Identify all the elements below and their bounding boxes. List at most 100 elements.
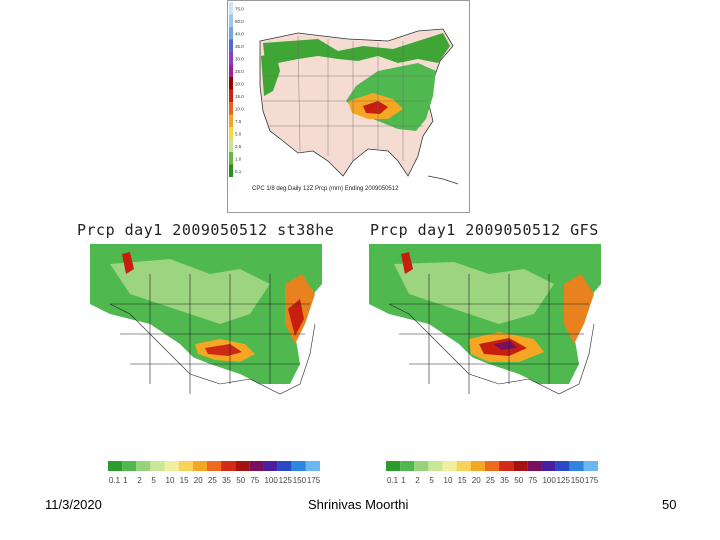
top-map-caption: CPC 1/8 deg Daily 12Z Prcp (mm) Ending 2… xyxy=(252,186,399,192)
legend-label: 1 xyxy=(401,476,406,485)
right-map-outlines xyxy=(388,274,595,395)
top-map-colorbar: 75.0 50.0 40.0 35.0 30.0 25.0 20.0 15.0 10.0 7.5 5… xyxy=(229,2,244,177)
legend-swatch xyxy=(484,461,500,471)
left-map-outlines xyxy=(109,274,316,395)
precip-max-core xyxy=(363,101,388,114)
legend-label: 35 xyxy=(500,476,509,485)
legend-swatch xyxy=(400,461,415,471)
top-colorbar-label: 7.5 xyxy=(235,119,242,124)
left-legend-svg: 0.1 1 2 5 10 15 20 25 35 50 75 100 125 150 175 xyxy=(108,461,321,485)
legend-swatch xyxy=(192,461,207,471)
top-colorbar-label: 1.0 xyxy=(235,156,242,161)
top-colorbar-label: 30.0 xyxy=(235,56,244,61)
legend-swatch xyxy=(150,461,165,471)
legend-swatch xyxy=(178,461,193,471)
legend-swatch xyxy=(164,461,179,471)
legend-swatch xyxy=(428,461,443,471)
legend-swatch xyxy=(386,461,401,471)
top-colorbar-swatch xyxy=(229,2,233,15)
right-forecast-map xyxy=(369,244,601,408)
top-colorbar-swatch xyxy=(229,39,233,52)
top-colorbar-swatch xyxy=(229,114,233,127)
top-colorbar-swatch xyxy=(229,14,233,27)
left-precip-west-core xyxy=(122,252,134,274)
legend-swatch xyxy=(277,461,292,471)
legend-label: 1 xyxy=(123,476,128,485)
legend-swatch xyxy=(513,461,528,471)
legend-swatch xyxy=(583,461,598,471)
top-colorbar-swatch xyxy=(229,139,233,152)
right-legend-svg: 0.1 1 2 5 10 15 20 25 35 50 75 100 125 150 175 xyxy=(386,461,599,485)
legend-swatch xyxy=(555,461,570,471)
legend-label: 10 xyxy=(166,476,175,485)
legend-label: 100 xyxy=(542,476,556,485)
top-colorbar-label: 25.0 xyxy=(235,69,244,74)
top-colorbar-label: 0.1 xyxy=(235,169,242,174)
legend-swatch xyxy=(221,461,236,471)
left-forecast-map xyxy=(90,244,322,408)
legend-label: 2 xyxy=(415,476,420,485)
legend-swatch xyxy=(499,461,514,471)
top-colorbar-label: 2.5 xyxy=(235,144,242,149)
legend-swatch xyxy=(305,461,320,471)
top-colorbar-swatch xyxy=(229,27,233,40)
top-colorbar-label: 20.0 xyxy=(235,81,244,86)
top-colorbar-swatch xyxy=(229,89,233,102)
legend-label: 2 xyxy=(137,476,142,485)
right-precip-peak xyxy=(494,341,517,350)
legend-swatch xyxy=(456,461,471,471)
legend-label: 150 xyxy=(293,476,307,485)
legend-label: 20 xyxy=(472,476,481,485)
right-legend: 0.1 1 2 5 10 15 20 25 35 50 75 100 125 150 175 xyxy=(386,461,599,487)
top-colorbar-label: 50.0 xyxy=(235,19,244,24)
legend-swatch xyxy=(206,461,222,471)
left-precip-max xyxy=(205,344,242,356)
legend-swatch xyxy=(541,461,556,471)
state-lines xyxy=(263,35,433,161)
footer-date: 11/3/2020 xyxy=(45,497,102,512)
left-panel-title: Prcp day1 2009050512 st38he xyxy=(77,221,335,239)
legend-label: 0.1 xyxy=(387,476,399,485)
right-precip-white-gap xyxy=(369,314,479,408)
legend-swatch xyxy=(263,461,278,471)
legend-swatch xyxy=(136,461,151,471)
top-map-svg: 75.0 50.0 40.0 35.0 30.0 25.0 20.0 15.0 10.0 7.5 5… xyxy=(229,2,459,192)
precip-west-patch xyxy=(261,53,280,96)
top-colorbar-swatch xyxy=(229,77,233,90)
legend-label: 35 xyxy=(222,476,231,485)
top-colorbar-label: 15.0 xyxy=(235,94,244,99)
legend-label: 175 xyxy=(307,476,320,485)
top-colorbar-swatch xyxy=(229,152,233,165)
top-colorbar-label: 40.0 xyxy=(235,31,244,36)
legend-label: 0.1 xyxy=(109,476,121,485)
legend-swatch xyxy=(442,461,457,471)
legend-label: 50 xyxy=(236,476,245,485)
legend-label: 75 xyxy=(528,476,537,485)
footer-author: Shrinivas Moorthi xyxy=(308,497,409,512)
legend-label: 125 xyxy=(557,476,571,485)
legend-label: 125 xyxy=(279,476,293,485)
legend-swatch xyxy=(249,461,264,471)
legend-label: 20 xyxy=(194,476,203,485)
legend-swatch xyxy=(414,461,429,471)
top-colorbar-label: 75.0 xyxy=(235,6,244,11)
caribbean-outline xyxy=(427,175,459,185)
legend-label: 25 xyxy=(208,476,217,485)
legend-swatch xyxy=(527,461,542,471)
top-colorbar-label: 35.0 xyxy=(235,44,244,49)
right-precip-light xyxy=(394,262,554,324)
legend-swatch xyxy=(470,461,485,471)
right-precip-west-core xyxy=(401,252,413,274)
right-precip-east xyxy=(564,274,594,344)
top-colorbar-swatch xyxy=(229,102,233,115)
legend-label: 5 xyxy=(429,476,434,485)
right-panel-title: Prcp day1 2009050512 GFS xyxy=(370,221,599,239)
left-precip-east-core xyxy=(288,299,304,336)
legend-label: 15 xyxy=(180,476,189,485)
legend-label: 75 xyxy=(250,476,259,485)
top-colorbar-swatch xyxy=(229,52,233,65)
legend-swatch xyxy=(108,461,123,471)
legend-label: 5 xyxy=(151,476,156,485)
legend-label: 150 xyxy=(571,476,585,485)
top-colorbar-swatch xyxy=(229,164,233,177)
